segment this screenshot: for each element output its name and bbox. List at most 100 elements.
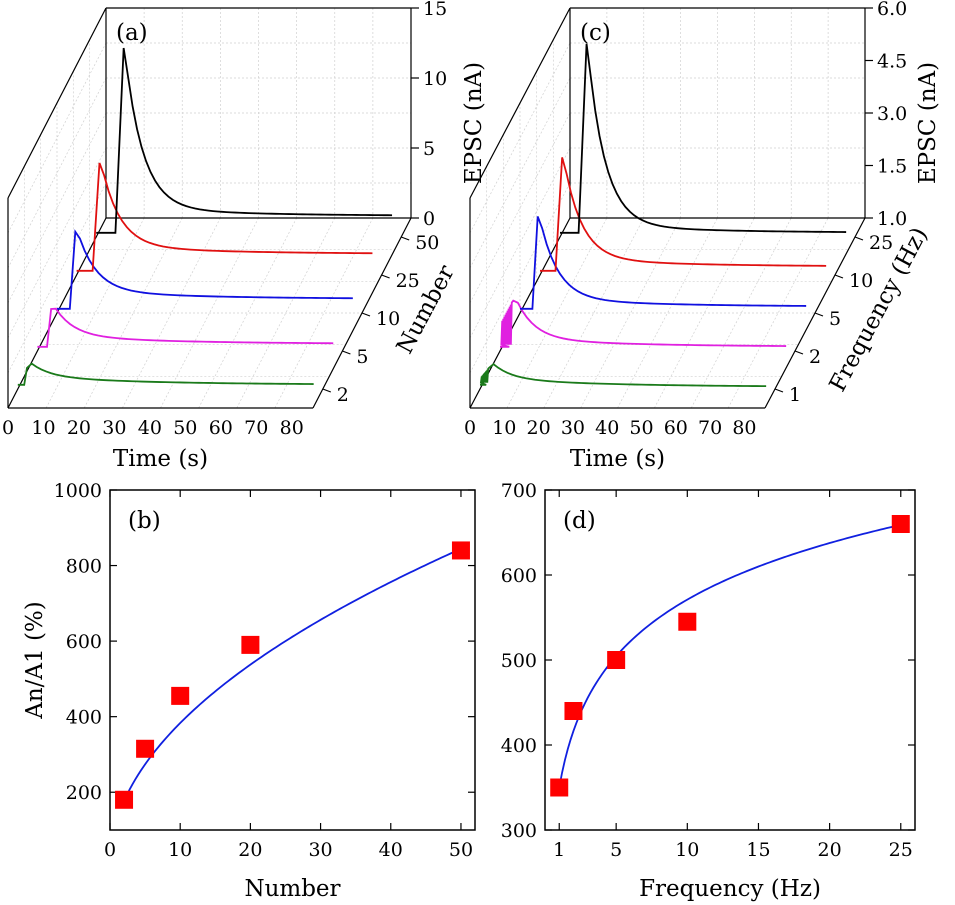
z-tick-label: 1.0 — [877, 208, 907, 230]
depth-tick-label: 5 — [356, 346, 368, 368]
series-10-trace — [540, 157, 827, 272]
depth-tick-label: 2 — [337, 384, 349, 406]
axis-frame — [7, 7, 107, 199]
x-tick-label: 1 — [553, 839, 565, 861]
x-tick-label: 50 — [629, 417, 653, 439]
data-point — [564, 702, 583, 720]
depth-tick-label: 10 — [849, 270, 873, 292]
y-axis-label: An/A1 (%) — [22, 601, 48, 720]
depth-tick-label: 2 — [809, 346, 821, 368]
x-tick-label: 80 — [280, 417, 304, 439]
z-tick-label: 10 — [423, 68, 447, 90]
depth-tick — [774, 388, 784, 393]
y-tick-label: 500 — [501, 650, 537, 672]
panel-b: 0 10 20 30 40 50 200 400 600 800 1000 Number (b) — [54, 480, 476, 902]
z-tick-label: 1.5 — [877, 156, 907, 178]
x-tick-label: 10 — [168, 839, 192, 861]
depth-tick — [834, 274, 844, 279]
x-axis-label: Number — [244, 876, 340, 902]
x-tick-label: 60 — [664, 417, 688, 439]
data-point — [550, 778, 569, 797]
panel-label: (b) — [128, 508, 161, 534]
z-axis-label: EPSC (nA) — [915, 62, 941, 184]
x-tick-label: 50 — [449, 839, 473, 861]
x-tick-label: 30 — [308, 839, 332, 861]
y-tick-label: 600 — [66, 631, 102, 653]
x-tick-label: 0 — [2, 417, 14, 439]
x-tick-label: 50 — [173, 417, 197, 439]
x-tick-label: 60 — [209, 417, 233, 439]
x-tick-label: 20 — [527, 417, 551, 439]
y-tick-label: 800 — [66, 556, 102, 578]
y-tick-label: 300 — [501, 820, 537, 842]
x-tick-label: 40 — [138, 417, 162, 439]
data-point — [607, 651, 626, 669]
z-tick-label: 0 — [423, 208, 435, 230]
z-tick-label: 5 — [423, 138, 435, 160]
depth-tick-label: 25 — [396, 270, 420, 292]
x-tick-label: 5 — [610, 839, 622, 861]
data-point — [891, 515, 910, 533]
depth-tick — [854, 236, 864, 241]
z-tick-label: 6.0 — [877, 0, 907, 20]
x-tick-label: 30 — [102, 417, 126, 439]
depth-tick-label: 25 — [869, 232, 893, 254]
x-tick-label: 70 — [244, 417, 268, 439]
series-1-trace — [479, 362, 767, 388]
depth-tick — [794, 350, 804, 355]
x-tick-label: 30 — [561, 417, 585, 439]
data-point — [171, 686, 190, 705]
data-point — [451, 541, 470, 560]
series-25-trace — [560, 43, 847, 234]
x-axis-label: Time (s) — [113, 446, 208, 472]
y-tick-label: 400 — [66, 707, 102, 729]
depth-tick-label: 5 — [829, 308, 841, 330]
panel-label: (a) — [116, 20, 148, 46]
y-tick-label: 200 — [66, 782, 102, 804]
depth-tick-label: 1 — [789, 384, 801, 406]
z-tick-label: 4.5 — [877, 51, 907, 73]
series-25-trace — [76, 162, 373, 272]
data-point — [241, 635, 260, 654]
series-5-trace — [37, 307, 334, 348]
depth-tick-label: 10 — [376, 308, 400, 330]
y-tick-label: 600 — [501, 565, 537, 587]
x-tick-label: 15 — [746, 839, 770, 861]
y-tick-label: 700 — [501, 480, 537, 502]
data-point — [678, 612, 697, 631]
x-tick-label: 20 — [238, 839, 262, 861]
x-tick-label: 80 — [732, 417, 756, 439]
z-axis-label: EPSC (nA) — [461, 62, 487, 184]
x-tick-label: 10 — [31, 417, 55, 439]
depth-tick — [381, 274, 390, 279]
plot-frame — [109, 489, 476, 831]
z-tick-label: 15 — [423, 0, 447, 20]
z-tick-label: 3.0 — [877, 103, 907, 125]
depth-tick — [322, 388, 332, 393]
fit-curve — [123, 547, 462, 802]
axis-frame — [7, 217, 107, 409]
y-tick-label: 400 — [501, 735, 537, 757]
x-tick-label: 20 — [67, 417, 91, 439]
x-axis-label: Time (s) — [570, 446, 665, 472]
x-tick-label: 10 — [675, 839, 699, 861]
panel-label: (c) — [580, 20, 611, 46]
depth-tick — [361, 312, 371, 317]
data-point — [115, 790, 134, 809]
depth-tick — [400, 236, 410, 241]
depth-tick — [342, 350, 351, 355]
panel-c: 0 10 20 30 40 50 60 70 80 Time (s) 1.0 1.5 3.0 4.5 6.0… — [464, 0, 941, 472]
series-2-trace — [500, 299, 787, 348]
x-axis-label: Frequency (Hz) — [639, 876, 821, 902]
y-tick-label: 1000 — [54, 480, 102, 502]
axis-frame — [469, 7, 571, 199]
series-2-trace — [17, 362, 314, 386]
x-tick-label: 10 — [492, 417, 516, 439]
series-5-trace — [520, 216, 807, 310]
plot-frame — [544, 489, 916, 831]
panel-label: (d) — [563, 508, 596, 534]
x-tick-label: 0 — [464, 417, 476, 439]
x-tick-label: 40 — [379, 839, 403, 861]
